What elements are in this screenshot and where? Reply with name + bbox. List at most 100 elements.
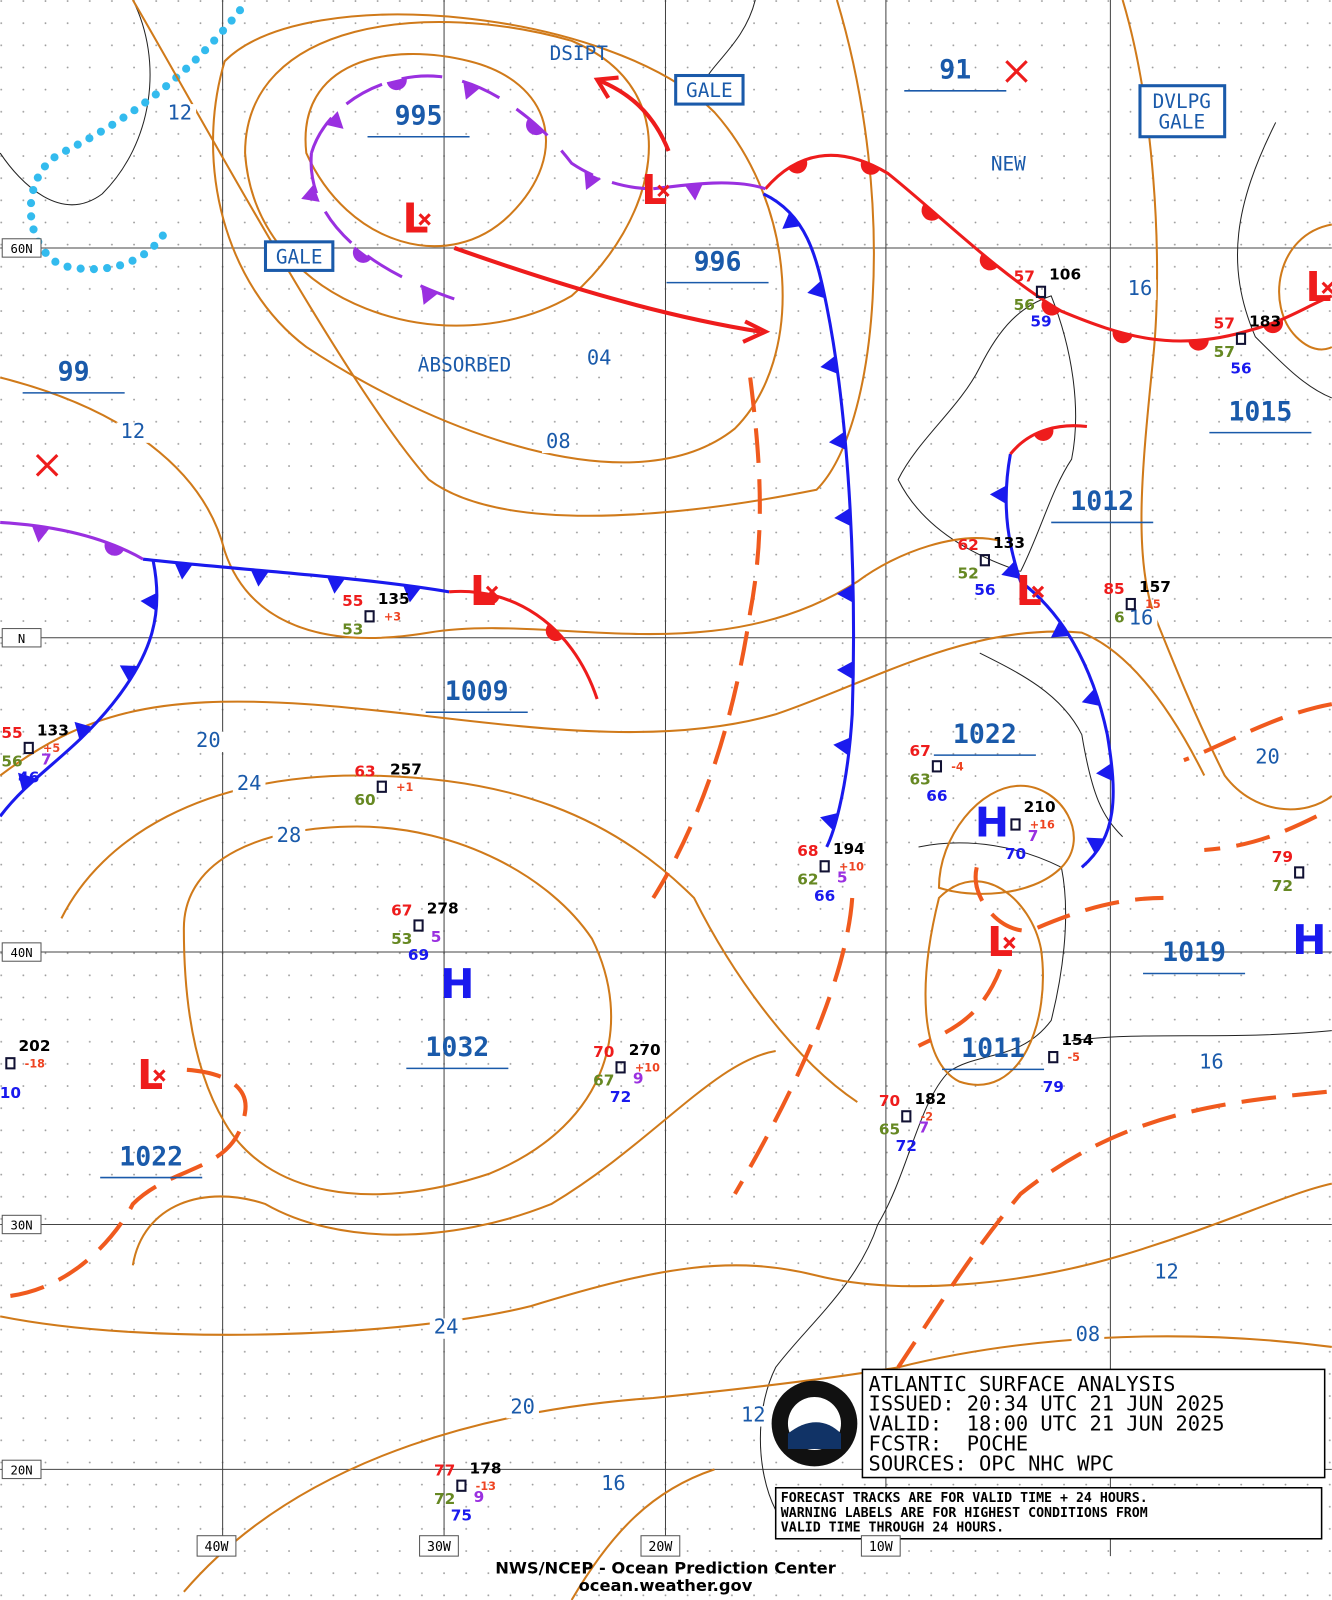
station-value: 63 [909,771,930,789]
front-symbol [584,171,602,190]
lon-label-box [196,1535,237,1557]
note-box [774,1486,1323,1540]
front-triangle [782,211,801,229]
front-symbol [921,203,940,221]
front-line [762,192,856,848]
warning-box [1138,84,1227,139]
center-x [657,184,670,198]
track-arrows [453,75,771,344]
station-value: 183 [1249,313,1281,331]
front-line [764,153,1332,343]
isobar-label: 16 [1128,276,1153,300]
front-triangle [301,184,320,202]
pressure-label: 1009 [445,676,509,707]
front-symbol [807,280,826,299]
station-value: -2 [921,1110,933,1123]
station-value: 67 [391,901,412,919]
isobar-label: 12 [741,1402,766,1426]
isobar-label: 16 [601,1471,626,1495]
isobar-label: 20 [196,728,221,752]
front-symbol [836,584,854,603]
dissipated-x [1005,60,1028,83]
front-triangle [1001,561,1020,579]
front-triangle [584,171,602,190]
station-marker [615,1061,626,1074]
lat-label: 40N [11,946,33,960]
station-marker [819,860,830,873]
station-value: 57 [1014,268,1035,286]
station-marker [23,741,34,755]
front-symbol [119,665,139,682]
front-symbol [326,576,346,594]
station-value: 56 [974,581,995,599]
lon-label-box [640,1535,681,1557]
front-symbol [301,184,320,202]
front-triangle [421,286,439,305]
isobar-label-bg [1123,279,1157,300]
front-line [1004,453,1115,869]
front-triangle [836,584,854,603]
isobar-label: 04 [587,345,612,369]
fronts [0,74,1332,869]
pressure-label: 1019 [1162,937,1226,968]
front-symbol [1041,299,1061,316]
isobar-label-bg [232,774,266,795]
front-triangle [325,111,344,129]
front-symbol [1050,620,1070,638]
front-semicircle [979,253,998,271]
title-line: FCSTR: POCHE [869,1432,1029,1456]
title-box [861,1368,1326,1479]
station-value: 72 [610,1088,631,1106]
station-value: 75 [451,1506,472,1524]
station-value: 9 [474,1488,485,1506]
station-marker [1125,597,1136,611]
station-value: 56 [1014,296,1035,314]
front-symbol [989,485,1007,504]
isobar-label: 12 [167,100,192,124]
front-triangle [834,507,851,527]
front-triangle [17,772,36,791]
front-triangle [1050,620,1070,638]
center-x [1031,585,1045,599]
station-value: 5 [837,869,848,887]
isobar-label: 24 [237,771,262,795]
front-triangle [1086,837,1105,855]
station-value: 178 [470,1459,502,1477]
front-semicircle [104,541,125,556]
front-symbol [174,562,193,580]
front-symbol [1001,561,1020,579]
front-semicircle [1188,339,1209,351]
front-semicircle [545,623,564,641]
station-value: 270 [629,1041,661,1059]
isobar-label: 20 [1255,744,1280,768]
annotation: NEW [991,152,1026,175]
front-triangle [402,584,422,603]
front-symbol [402,584,422,603]
warning-box [263,240,335,272]
station-value: 70 [1005,845,1026,863]
pressure-label: 91 [939,55,971,86]
pressure-label: 995 [395,100,443,131]
station-value: 69 [408,946,429,964]
station-value: 56 [1,752,22,770]
station-value: +5 [43,742,60,755]
station-marker [5,1057,16,1070]
isobar-label-bg [1124,609,1158,630]
warning-label: DVLPG [1153,90,1211,113]
lon-label-box [419,1535,459,1557]
lat-label-box [1,1459,42,1480]
pressure-label: 1015 [1228,396,1292,427]
isobar-label-bg [272,826,306,847]
front-symbol [1086,837,1105,855]
front-triangle [807,280,826,299]
station-value: 77 [434,1462,455,1480]
station-value: +16 [1030,819,1055,832]
center-x [485,585,499,599]
front-symbol [325,111,344,129]
lat-label-box [1,1214,42,1235]
front-triangle [1081,688,1101,706]
note-line: WARNING LABELS ARE FOR HIGHEST CONDITION… [781,1506,1148,1521]
center-x [418,213,431,226]
station-value: 62 [957,536,978,554]
